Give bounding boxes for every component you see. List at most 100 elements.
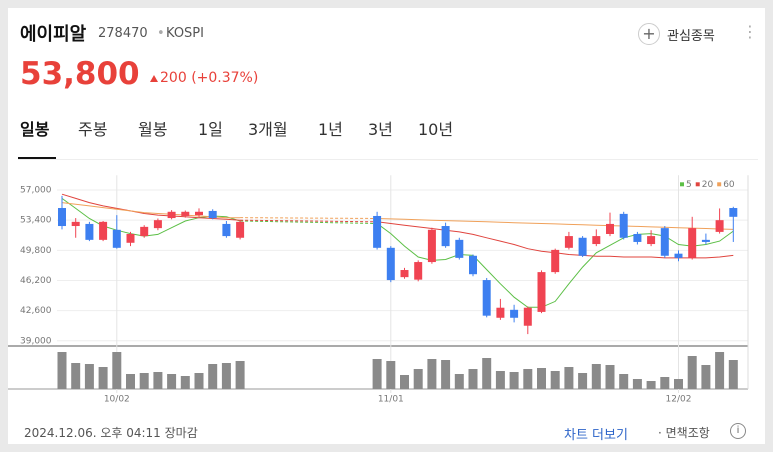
volume-bar [194, 373, 204, 389]
candle-body [592, 236, 601, 245]
volume-bar [537, 368, 546, 389]
change: 200 [160, 70, 187, 86]
volume-bar [372, 359, 382, 389]
candle-body [140, 226, 149, 237]
candle-body [222, 223, 231, 237]
volume-bar [208, 364, 218, 389]
timestamp: 2024.12.06. 오후 04:11 장마감 [24, 426, 198, 440]
candle-body [619, 213, 628, 238]
x-tick-label: 12/02 [666, 395, 692, 405]
candle-body [195, 211, 203, 216]
volume-bar [413, 369, 423, 389]
candle-body [510, 309, 519, 318]
candle-body [578, 237, 587, 256]
volume-bar [221, 363, 231, 389]
candle-body [58, 208, 66, 227]
candle-body [400, 270, 409, 278]
volume-bar [619, 374, 629, 389]
tab[interactable]: 3개월 [248, 120, 288, 139]
x-tick-label: 10/02 [104, 395, 130, 405]
volume-bar [660, 377, 670, 389]
tab[interactable]: 일봉 [20, 120, 50, 139]
candle-body [660, 228, 669, 256]
candle-body [386, 247, 395, 281]
candle-body [126, 233, 135, 243]
legend-label: 5 [686, 180, 692, 190]
volume-bar [84, 364, 94, 389]
candle-body [688, 228, 697, 258]
info-icon[interactable]: i [730, 423, 746, 439]
y-tick-label: 49,800 [20, 246, 52, 256]
gap-connector [240, 219, 378, 223]
volume-bar [386, 361, 396, 389]
y-tick-label: 46,200 [20, 276, 52, 286]
candle-body [606, 223, 614, 234]
candle-body [427, 229, 436, 263]
candle-body [633, 233, 642, 242]
stock-code: 278470 [98, 26, 148, 41]
candle-body [208, 210, 217, 219]
candle-body [564, 236, 573, 248]
y-tick-label: 53,400 [20, 216, 52, 226]
tab[interactable]: 월봉 [138, 120, 168, 139]
tab[interactable]: 주봉 [78, 120, 108, 139]
candle-body [181, 211, 190, 216]
candle-body [715, 220, 724, 232]
legend-swatch [680, 182, 684, 187]
market: KOSPI [166, 26, 204, 41]
disclaimer-text[interactable]: 면책조항 [665, 426, 710, 440]
candle-body [482, 280, 491, 316]
tab-divider [18, 159, 758, 160]
price: 53,800 [20, 56, 140, 92]
volume-bar [235, 361, 245, 389]
candle-body [647, 236, 656, 245]
tab[interactable]: 3년 [368, 120, 393, 139]
volume-bar [180, 376, 190, 389]
volume-bar [441, 360, 451, 389]
volume-bar [564, 367, 574, 389]
more-chart[interactable]: 차트 더보기 [564, 428, 628, 443]
volume-bar [591, 364, 601, 389]
chart: 57,000 53,400 49,800 46,200 42,600 39,000 10/0… [8, 175, 749, 405]
volume-bar [687, 356, 697, 389]
volume-bar [509, 372, 519, 389]
candle-body [523, 307, 532, 326]
volume-bar [495, 371, 505, 389]
candle-body [701, 239, 710, 242]
volume-bar [715, 352, 725, 389]
price-change: 200 (+0.37%) [160, 70, 258, 86]
change-pct: (+0.37%) [191, 70, 259, 86]
candle-body [85, 223, 94, 240]
tab[interactable]: 10년 [418, 120, 454, 139]
watch-button[interactable]: 관심종목 [667, 29, 715, 44]
candle-body [99, 221, 108, 240]
tab[interactable]: 1일 [198, 120, 223, 139]
candle-body [496, 307, 505, 318]
volume-bar [71, 363, 81, 389]
volume-bar [57, 352, 67, 389]
volume-bar [728, 360, 738, 389]
volume-bar [550, 371, 560, 389]
volume-bar [632, 379, 642, 389]
volume-bar [139, 373, 149, 389]
volume-bar [454, 374, 464, 389]
volume-bar [605, 365, 615, 389]
disclaimer[interactable]: · 면책조항 [658, 426, 710, 440]
candle-body [71, 221, 80, 227]
candle-body [373, 215, 382, 248]
candle-body [236, 221, 245, 238]
menu-button[interactable]: ⋮ [742, 22, 758, 41]
candle-body [153, 220, 162, 229]
volume-bar [674, 379, 683, 389]
volume-bar [427, 359, 437, 389]
volume-bar [523, 369, 533, 389]
ma-line [61, 202, 734, 230]
tab-indicator [18, 157, 56, 159]
candle-body [551, 249, 560, 273]
watch-icon[interactable]: + [638, 23, 660, 45]
gap-connector [240, 217, 378, 219]
candle-body [469, 255, 477, 275]
volume-bar [468, 369, 478, 389]
tab[interactable]: 1년 [318, 120, 343, 139]
candle-body [537, 272, 546, 312]
